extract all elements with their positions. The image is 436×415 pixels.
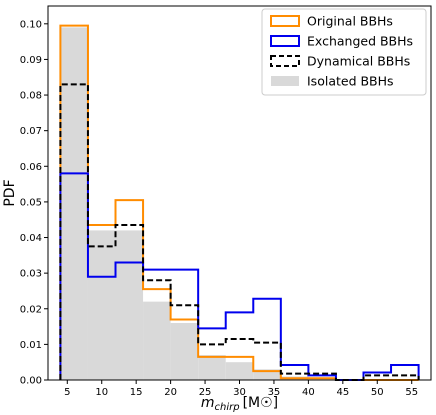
x-tick-label: 5 — [64, 387, 70, 398]
x-tick-label: 45 — [336, 387, 349, 398]
isolated-bbhs-bar — [60, 27, 88, 380]
isolated-bbhs-bar — [170, 323, 199, 380]
x-axis-label-main: m — [201, 395, 215, 411]
x-tick-label: 50 — [371, 387, 384, 398]
y-tick-label: 0.06 — [20, 162, 42, 173]
legend: Original BBHs Exchanged BBHs Dynamical BBH… — [261, 8, 427, 96]
x-axis-label: mchirp [M☉] — [201, 395, 278, 413]
x-tick-label: 25 — [199, 387, 212, 398]
steps-layer — [59, 24, 420, 381]
isolated-bbhs-bar — [225, 362, 254, 380]
original-bbhs-legend-swatch — [270, 15, 300, 27]
isolated-bbhs-bar — [87, 230, 116, 380]
y-tick-label: 0.08 — [20, 91, 42, 102]
x-axis-label-sub: chirp — [215, 402, 240, 413]
y-tick-label: 0.03 — [20, 269, 42, 280]
x-axis-ticks: 5 10 15 20 25 30 35 40 45 50 55 — [64, 380, 418, 398]
isolated-bbhs-bar — [143, 301, 171, 380]
x-tick-label: 20 — [164, 387, 177, 398]
dynamical-bbhs-legend-label: Dynamical BBHs — [307, 54, 410, 69]
isolated-bbhs-bar — [253, 369, 281, 380]
y-tick-label: 0.10 — [20, 19, 42, 30]
y-axis-ticks: 0.00 0.01 0.02 0.03 0.04 0.05 0.06 0.07 0.08 0.09… — [20, 19, 48, 387]
x-axis-label-unit: [M☉] — [243, 395, 279, 411]
x-tick-label: 55 — [405, 387, 418, 398]
x-tick-label: 15 — [130, 387, 143, 398]
isolated-bbhs-legend-swatch — [271, 76, 299, 86]
dynamical-bbhs-step-line — [59, 83, 420, 381]
exchanged-bbhs-legend-label: Exchanged BBHs — [307, 34, 413, 49]
y-axis-label: PDF — [2, 179, 18, 206]
dynamical-bbhs-legend-swatch — [270, 55, 300, 67]
isolated-bbhs-legend-label: Isolated BBHs — [307, 74, 394, 89]
y-tick-label: 0.00 — [20, 376, 42, 387]
y-tick-label: 0.04 — [20, 233, 42, 244]
exchanged-bbhs-step-line — [59, 172, 420, 381]
isolated-bbhs-bar — [115, 230, 144, 380]
x-tick-label: 10 — [95, 387, 108, 398]
x-tick-label: 40 — [302, 387, 315, 398]
y-tick-label: 0.01 — [20, 340, 42, 351]
y-tick-label: 0.02 — [20, 304, 42, 315]
isolated-bbhs-bar — [198, 355, 226, 380]
y-tick-label: 0.07 — [20, 126, 42, 137]
x-tick-label: 30 — [233, 387, 246, 398]
y-tick-label: 0.05 — [20, 197, 42, 208]
legend-box — [261, 8, 427, 96]
x-tick-label: 35 — [268, 387, 281, 398]
y-tick-label: 0.09 — [20, 55, 42, 66]
exchanged-bbhs-legend-swatch — [270, 35, 300, 47]
bars-layer — [60, 27, 309, 380]
original-bbhs-legend-label: Original BBHs — [307, 14, 393, 29]
